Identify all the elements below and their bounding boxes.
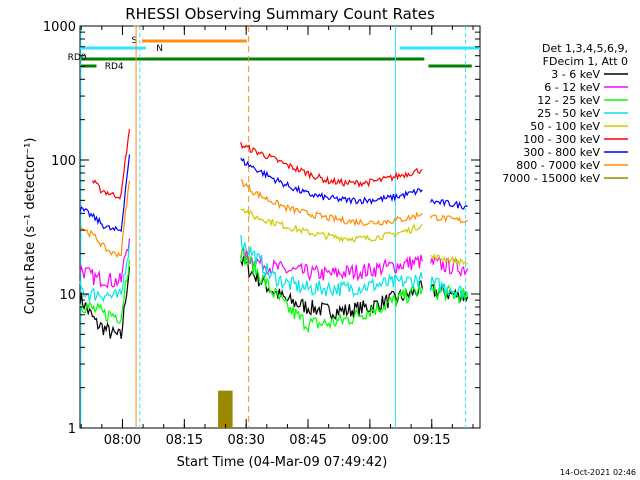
legend-entry-label: 50 - 100 keV: [530, 120, 600, 133]
series-7000-15000-block: [218, 390, 233, 428]
series-line: [240, 208, 423, 243]
interval-markers: [80, 26, 467, 428]
data-series: [79, 25, 469, 428]
footer-date: 14-Oct-2021 02:46: [560, 468, 636, 477]
plot-frame: [79, 25, 481, 429]
series-line: [429, 198, 468, 210]
axes: 08:00 08:15 08:30 08:45 09:00 09:15 1 10 100 1000: [43, 20, 480, 448]
y-axis-title: Count Rate (s⁻¹ detector⁻¹): [23, 138, 38, 315]
legend-entry-label: 300 - 800 keV: [523, 146, 600, 159]
flag-label-n: N: [156, 44, 163, 54]
legend-entry-label: 100 - 300 keV: [523, 133, 600, 146]
chart-title: RHESSI Observing Summary Count Rates: [125, 5, 435, 23]
flag-label-s: S: [132, 36, 138, 46]
y-tick-label: 10: [59, 288, 76, 303]
series-line: [240, 248, 423, 334]
series-line: [240, 235, 423, 298]
x-tick-label: 08:30: [227, 433, 264, 448]
series-25-50keV: [79, 235, 469, 303]
y-tick-label: 100: [51, 154, 76, 169]
series-800-7000keV: [79, 179, 468, 259]
flag-bars: S N RD0 RD4: [68, 36, 480, 72]
series-line: [430, 253, 468, 267]
series-line: [79, 266, 131, 339]
series-7000-15000keV: [133, 25, 233, 428]
legend-header-line-2: FDecim 1, Att 0: [543, 55, 628, 68]
series-100-300keV: [91, 129, 423, 200]
series-line: [429, 214, 468, 224]
legend-entry-label: 6 - 12 keV: [544, 81, 600, 94]
legend-entry-label: 7000 - 15000 keV: [502, 172, 600, 185]
x-tick-label: 09:00: [351, 433, 388, 448]
legend-entry-label: 12 - 25 keV: [537, 94, 600, 107]
series-line: [79, 259, 131, 324]
series-line: [79, 238, 131, 289]
x-axis-title: Start Time (04-Mar-09 07:49:42): [177, 455, 388, 470]
series-line: [429, 276, 469, 300]
x-tick-label: 09:15: [413, 433, 450, 448]
series-line: [240, 179, 423, 227]
flag-label-rd0: RD0: [68, 53, 87, 63]
flag-label-rd4: RD4: [105, 62, 124, 72]
series-300-800keV: [79, 154, 468, 233]
legend-header-line-1: Det 1,3,4,5,6,9,: [542, 42, 628, 55]
series-line: [91, 129, 131, 200]
series-50-100keV: [240, 208, 468, 267]
y-tick-label: 1: [68, 422, 76, 437]
series-line: [79, 154, 131, 233]
x-tick-label: 08:00: [104, 433, 141, 448]
series-line: [240, 142, 423, 189]
series-line: [240, 157, 423, 206]
legend-entry-label: 800 - 7000 keV: [516, 159, 600, 172]
legend-entry-label: 3 - 6 keV: [551, 68, 600, 81]
x-tick-label: 08:45: [289, 433, 326, 448]
series-line: [79, 243, 131, 303]
x-tick-label: 08:15: [166, 433, 203, 448]
legend-entry-label: 25 - 50 keV: [537, 107, 600, 120]
y-tick-label: 1000: [43, 20, 76, 35]
series-line: [79, 180, 131, 259]
